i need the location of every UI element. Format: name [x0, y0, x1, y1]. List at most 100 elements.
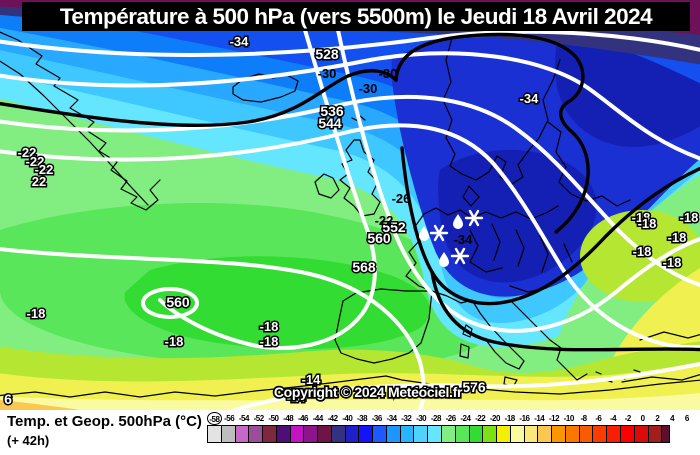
legend-cell	[248, 425, 264, 443]
temperature-label: -14	[287, 390, 307, 405]
temperature-label: -30	[359, 81, 378, 96]
legend-cell	[633, 425, 649, 443]
legend-cell	[482, 425, 498, 443]
legend-tick: -54	[238, 414, 250, 423]
legend-tick: -38	[357, 414, 368, 423]
temperature-label: -34	[230, 34, 250, 49]
legend-tick: -2	[624, 414, 632, 423]
legend-title: Temp. et Geop. 500hPa (°C)	[7, 413, 202, 430]
legend-cell	[275, 425, 291, 443]
legend-tick: -34	[386, 414, 398, 423]
legend-tick: -10	[563, 414, 575, 423]
legend-cell	[551, 425, 566, 443]
legend-cell	[317, 425, 332, 443]
legend-tick: -20	[489, 414, 501, 423]
legend-tick: 6	[684, 414, 689, 423]
legend-cell	[344, 425, 360, 443]
legend-cell	[523, 425, 539, 443]
legend-cell	[509, 425, 525, 443]
geopotential-label: 576	[462, 379, 486, 395]
legend-tick: -58	[207, 412, 222, 425]
title-banner: Température à 500 hPa (vers 5500m) le Je…	[22, 2, 690, 31]
snowflake-icon	[429, 224, 449, 242]
legend-cell	[399, 425, 415, 443]
legend-tick: -6	[595, 414, 602, 423]
legend-cell	[262, 425, 277, 443]
isotherm-contours	[0, 32, 700, 352]
legend-tick: -28	[430, 414, 442, 423]
temperature-label: -18	[668, 230, 687, 245]
temperature-label: -18	[260, 334, 279, 349]
legend-cell	[564, 425, 580, 443]
temperature-label: -30	[318, 66, 337, 81]
snowflake-icon	[450, 247, 470, 265]
legend-cell	[578, 425, 594, 443]
raindrop-icon	[419, 226, 429, 241]
legend-cell	[454, 425, 470, 443]
coastlines	[0, 31, 700, 398]
legend-tick: -30	[416, 414, 427, 423]
legend-tick: -14	[534, 414, 545, 423]
temperature-label: -18	[632, 210, 651, 225]
temperature-label: -18	[663, 255, 682, 270]
legend-cell	[289, 425, 305, 443]
legend-cell	[427, 425, 443, 443]
geopotential-label: 552	[382, 219, 406, 235]
legend-tick: -56	[224, 414, 235, 423]
legend-colorbar: -58 -56 -54 -52 -50 -48 -46 -44 -42 -40 -38 -36 -34-…	[207, 412, 694, 443]
legend-cell	[441, 425, 456, 443]
legend-cell	[207, 425, 222, 443]
legend-cell	[220, 425, 236, 443]
temperature-label: -18	[165, 334, 184, 349]
temperature-label: -22	[35, 162, 54, 177]
geopotential-label: 568	[352, 259, 376, 275]
temperature-label: -34	[454, 232, 474, 247]
map-title: Température à 500 hPa (vers 5500m) le Je…	[59, 3, 653, 29]
geopotential-label: 560	[367, 230, 391, 246]
legend-tick: 2	[655, 414, 660, 423]
legend-cell	[496, 425, 511, 443]
legend-cell	[413, 425, 429, 443]
legend-tick: -52	[253, 414, 265, 423]
temperature-label: -14	[421, 385, 441, 400]
legend-cell	[468, 425, 484, 443]
legend-tick: -22	[475, 414, 486, 423]
snowflake-icon	[464, 209, 484, 227]
legend-bar: Temp. et Geop. 500hPa (°C) (+ 42h) -58 -5…	[0, 410, 700, 455]
temperature-label: -18	[638, 216, 657, 231]
legend-tick: -32	[401, 414, 412, 423]
legend-tick: -42	[327, 414, 338, 423]
legend-tick: -18	[504, 414, 516, 423]
geopotential-label: 560	[166, 294, 190, 310]
geopotential-contours	[0, 28, 700, 410]
legend-tick: -26	[445, 414, 457, 423]
temperature-label: -18	[260, 319, 279, 334]
legend-tick: -12	[548, 414, 560, 423]
legend-tick: -8	[580, 414, 587, 423]
legend-ticks: -58 -56 -54 -52 -50 -48 -46 -44 -42 -40 -38 -36 -34-…	[207, 412, 694, 425]
temperature-label: -26	[392, 191, 411, 206]
temperature-label: -18	[633, 244, 652, 259]
temperature-label: -18	[680, 210, 699, 225]
legend-forecast-offset: (+ 42h)	[7, 433, 50, 448]
legend-cell	[385, 425, 401, 443]
legend-cell	[619, 425, 635, 443]
legend-tick: -4	[609, 414, 617, 423]
geopotential-label: 6	[4, 391, 12, 407]
legend-tick: -48	[283, 414, 294, 423]
legend-tick: -44	[312, 414, 324, 423]
legend-tick: -16	[519, 414, 530, 423]
raindrop-icon	[439, 252, 449, 267]
precipitation-icons	[419, 209, 484, 267]
legend-tick: -24	[460, 414, 471, 423]
temperature-label: 22	[32, 174, 46, 189]
legend-cell	[606, 425, 621, 443]
map-labels: 5285365445525605605685766-34-34-22-22-22…	[3, 33, 700, 409]
legend-cell	[358, 425, 374, 443]
weather-map: 5285365445525605605685766-34-34-22-22-22…	[0, 0, 700, 410]
legend-tick: 4	[670, 414, 675, 423]
legend-tick: -40	[342, 414, 353, 423]
temperature-label: -34	[520, 91, 540, 106]
legend-end-cap	[661, 425, 671, 443]
